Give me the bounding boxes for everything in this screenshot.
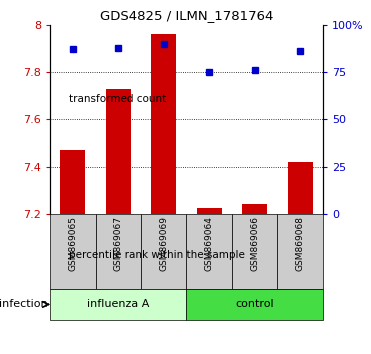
Text: GSM869065: GSM869065 [68, 216, 77, 272]
Bar [278, 214, 323, 289]
Bar [197, 208, 221, 214]
Bar [288, 162, 312, 214]
Text: percentile rank within the sample: percentile rank within the sample [69, 250, 244, 260]
Bar [60, 150, 85, 214]
Text: GSM869064: GSM869064 [205, 216, 214, 271]
Title: GDS4825 / ILMN_1781764: GDS4825 / ILMN_1781764 [100, 9, 273, 22]
Text: infection: infection [0, 299, 48, 309]
Text: control: control [235, 299, 274, 309]
Text: GSM869068: GSM869068 [296, 216, 305, 272]
Bar [232, 214, 278, 289]
Bar [106, 89, 131, 214]
Text: GSM869067: GSM869067 [114, 216, 123, 272]
Bar [187, 214, 232, 289]
Bar [50, 289, 187, 320]
Bar [187, 289, 323, 320]
Text: GSM869069: GSM869069 [159, 216, 168, 272]
Text: influenza A: influenza A [87, 299, 150, 309]
Bar [151, 34, 176, 214]
Bar [242, 204, 267, 214]
Bar [141, 214, 187, 289]
Bar [50, 214, 96, 289]
Text: transformed count: transformed count [69, 94, 166, 104]
Bar [96, 214, 141, 289]
Text: GSM869066: GSM869066 [250, 216, 259, 272]
